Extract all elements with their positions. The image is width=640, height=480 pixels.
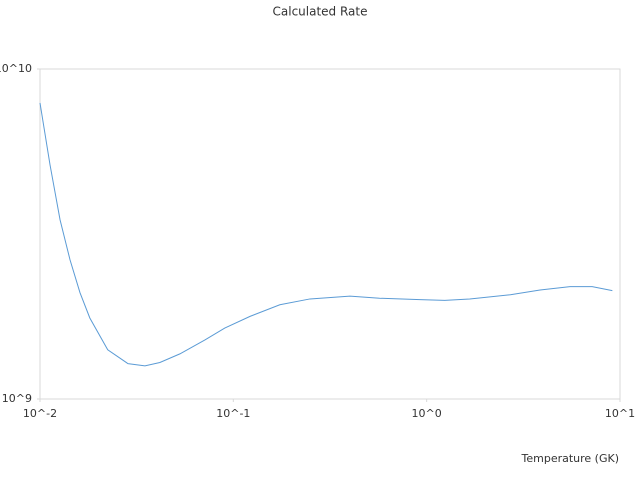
y-tick-label: 10^10: [0, 62, 32, 75]
y-tick-label: 10^9: [2, 392, 32, 405]
plot-area: [39, 68, 621, 400]
x-tick-label: 10^-1: [216, 407, 250, 420]
chart-title: Calculated Rate: [273, 5, 368, 19]
x-tick-label: 10^1: [605, 407, 635, 420]
x-tick-label: 10^0: [412, 407, 442, 420]
line-series: [39, 102, 613, 367]
x-tick-label: 10^-2: [23, 407, 57, 420]
x-axis-label: Temperature (GK): [521, 452, 620, 465]
